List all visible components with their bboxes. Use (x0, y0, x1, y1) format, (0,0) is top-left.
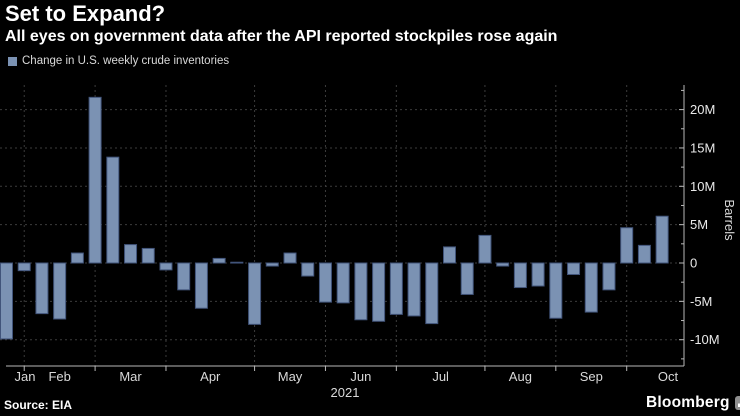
bar-week-4 (53, 262, 67, 320)
y-tick-label: 5M (690, 217, 708, 232)
bar-week-28 (478, 234, 492, 264)
month-label: Oct (658, 369, 679, 384)
bar-week-13 (212, 257, 226, 264)
bar-week-20 (336, 262, 350, 304)
legend-label: Change in U.S. weekly crude inventories (22, 55, 230, 67)
y-tick-label: -10M (690, 332, 720, 347)
bar-week-11 (177, 262, 191, 291)
y-tick-label: 15M (690, 140, 715, 155)
y-tick-label: 0 (690, 256, 697, 271)
month-label: Aug (509, 369, 532, 384)
bar-week-37 (637, 244, 651, 264)
bar-week-18 (301, 262, 315, 277)
bloomberg-logo-icon (734, 396, 740, 410)
bar-week-12 (194, 262, 208, 309)
bar-week-31 (531, 262, 545, 287)
bar-week-5 (70, 252, 84, 264)
bar-week-33 (567, 262, 581, 276)
month-label: Jan (15, 369, 36, 384)
bar-week-15 (248, 262, 262, 325)
bar-week-14 (230, 261, 244, 264)
y-tick-label: 10M (690, 179, 715, 194)
y-tick-label: -5M (690, 294, 712, 309)
bar-week-38 (655, 215, 669, 264)
year-label: 2021 (331, 385, 360, 400)
bar-week-36 (620, 227, 634, 264)
bar-week-27 (460, 262, 474, 295)
bar-week-24 (407, 262, 421, 317)
bar-week-19 (318, 262, 332, 303)
bar-week-34 (584, 262, 598, 313)
bar-week-32 (549, 262, 563, 319)
legend: Change in U.S. weekly crude inventories (8, 55, 229, 67)
bar-week-29 (496, 262, 510, 267)
month-label: Mar (119, 369, 142, 384)
bar-week-21 (354, 262, 368, 321)
bar-week-23 (389, 262, 403, 315)
source-note: Source: EIA (4, 398, 73, 412)
bar-week-25 (425, 262, 439, 325)
chart-subtitle: All eyes on government data after the AP… (5, 28, 558, 45)
bar-week-35 (602, 262, 616, 291)
y-axis-title: Barrels (722, 199, 737, 241)
bar-week-10 (159, 262, 173, 271)
bar-week-2 (17, 262, 31, 272)
month-label: Feb (48, 369, 70, 384)
bar-week-26 (443, 246, 456, 264)
bar-week-1 (0, 262, 13, 340)
bar-week-7 (106, 156, 120, 264)
month-label: Jun (350, 369, 371, 384)
bloomberg-logo: Bloomberg (646, 394, 740, 412)
bar-week-8 (124, 244, 138, 264)
bar-week-16 (265, 262, 279, 267)
bloomberg-wordmark: Bloomberg (646, 394, 730, 411)
month-label: May (278, 369, 303, 384)
bar-week-17 (283, 252, 297, 264)
bar-week-30 (513, 262, 527, 289)
bar-week-3 (35, 262, 49, 315)
legend-swatch-icon (8, 56, 17, 66)
bar-week-6 (88, 96, 102, 264)
bar-week-22 (372, 262, 386, 322)
chart-title: Set to Expand? (5, 1, 166, 26)
month-label: Sep (580, 369, 603, 384)
month-label: Apr (200, 369, 221, 384)
bar-week-9 (141, 247, 155, 264)
month-label: Jul (432, 369, 449, 384)
y-tick-label: 20M (690, 102, 715, 117)
